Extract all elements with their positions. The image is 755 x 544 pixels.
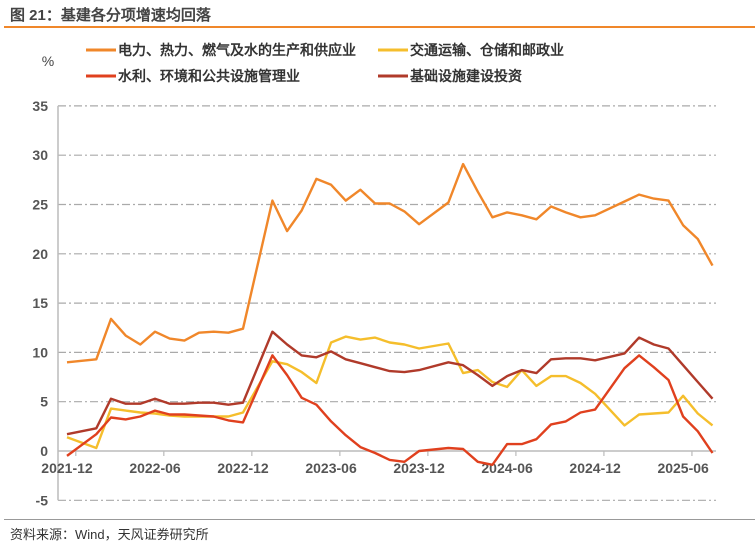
y-tick-label: 25 xyxy=(32,197,48,213)
y-tick-label: -5 xyxy=(36,492,49,508)
figure-title: 图 21：基建各分项增速均回落 xyxy=(10,7,211,24)
y-tick-label: 15 xyxy=(32,295,48,311)
footer-divider xyxy=(4,519,755,520)
legend-label: 水利、环境和公共设施管理业 xyxy=(118,68,300,84)
y-tick-label: 20 xyxy=(32,246,48,262)
y-tick-label: 35 xyxy=(32,98,48,114)
y-tick-label: 5 xyxy=(40,394,48,410)
x-tick-label: 2023-06 xyxy=(305,460,357,476)
x-tick-label: 2021-12 xyxy=(41,460,93,476)
source-note: 资料来源：Wind，天风证券研究所 xyxy=(10,527,209,542)
legend-label: 电力、热力、燃气及水的生产和供应业 xyxy=(118,42,356,58)
x-tick-label: 2022-12 xyxy=(217,460,269,476)
y-tick-label: 10 xyxy=(32,344,48,360)
x-tick-label: 2024-06 xyxy=(481,460,533,476)
title-divider xyxy=(4,26,755,28)
x-tick-label: 2022-06 xyxy=(129,460,181,476)
series-line-1 xyxy=(66,335,714,450)
x-tick-label: 2023-12 xyxy=(393,460,445,476)
x-tick-label: 2024-12 xyxy=(569,460,621,476)
series-line-3 xyxy=(66,330,714,436)
y-tick-label: 0 xyxy=(40,443,48,459)
series-line-2 xyxy=(66,354,714,466)
series-line-0 xyxy=(66,162,714,364)
legend-label: 交通运输、仓储和邮政业 xyxy=(410,42,564,58)
x-tick-label: 2025-06 xyxy=(657,460,709,476)
y-axis-unit: % xyxy=(42,53,54,69)
legend-label: 基础设施建设投资 xyxy=(410,68,522,84)
y-tick-label: 30 xyxy=(32,147,48,163)
